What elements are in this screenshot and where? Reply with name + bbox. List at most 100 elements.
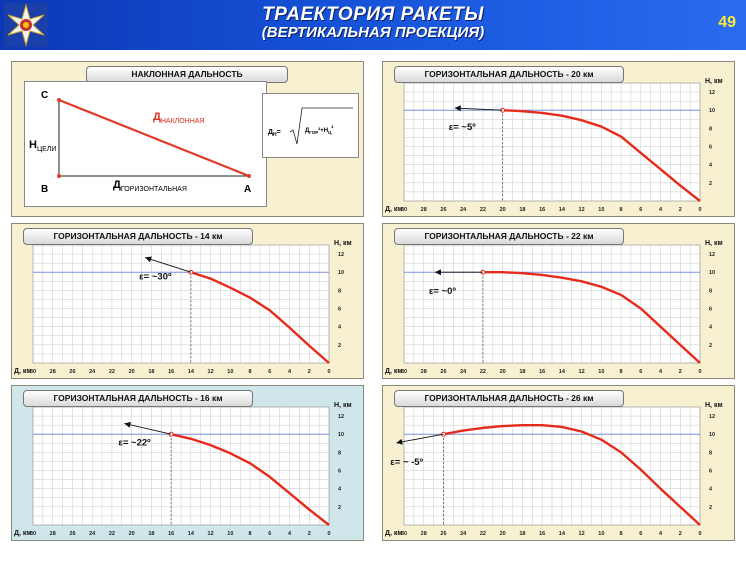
x-tick-label: 2 xyxy=(308,369,311,375)
x-tick-label: 18 xyxy=(519,207,525,213)
x-tick-label: 12 xyxy=(579,531,585,537)
x-tick-label: 18 xyxy=(148,531,154,537)
y-tick-label: 8 xyxy=(338,288,341,294)
chart-panel-26km: ГОРИЗОНТАЛЬНАЯ ДАЛЬНОСТЬ - 26 км 30 28 26 2… xyxy=(382,385,735,541)
x-tick-label: 10 xyxy=(227,531,233,537)
x-tick-label: 10 xyxy=(598,369,604,375)
angle-label: ε= ~ -5º xyxy=(390,457,423,468)
height-label: НЦЕЛИ xyxy=(29,139,56,153)
x-tick-label: 12 xyxy=(579,207,585,213)
y-tick-label: 4 xyxy=(338,325,342,331)
x-tick-label: 0 xyxy=(698,531,701,537)
x-tick-label: 30 xyxy=(401,369,407,375)
x-tick-label: 0 xyxy=(698,207,701,213)
arrowhead-icon xyxy=(124,421,131,428)
x-tick-label: 14 xyxy=(559,531,566,537)
x-tick-label: 26 xyxy=(440,531,446,537)
x-tick-label: 24 xyxy=(89,531,96,537)
x-tick-label: 8 xyxy=(249,531,252,537)
triangle-diagram: С В А ДНАКЛОННАЯ НЦЕЛИ ДГОРИЗОНТАЛЬНАЯ xyxy=(29,90,251,195)
formula-lhs: ДН= xyxy=(268,129,281,138)
y-tick-label: 4 xyxy=(709,325,713,331)
x-axis-label: Д, км xyxy=(385,368,403,375)
trajectory-line xyxy=(502,109,701,202)
point-b xyxy=(57,174,61,178)
y-tick-label: 12 xyxy=(338,414,344,420)
chart-panel-22km: ГОРИЗОНТАЛЬНАЯ ДАЛЬНОСТЬ - 22 км 30 28 26 2… xyxy=(382,223,735,379)
y-tick-label: 10 xyxy=(709,108,715,114)
y-tick-label: 12 xyxy=(709,414,715,420)
x-tick-label: 2 xyxy=(679,369,682,375)
x-axis-label: Д, км xyxy=(14,368,32,375)
arrowhead-icon xyxy=(434,269,441,276)
x-tick-label: 18 xyxy=(519,369,525,375)
x-tick-label: 4 xyxy=(659,369,663,375)
x-tick-label: 16 xyxy=(168,369,174,375)
x-tick-label: 26 xyxy=(440,369,446,375)
x-tick-label: 22 xyxy=(109,369,115,375)
x-tick-label: 30 xyxy=(30,369,36,375)
x-axis-label: Д, км xyxy=(14,530,32,537)
y-tick-label: 4 xyxy=(709,487,713,493)
x-tick-label: 14 xyxy=(559,207,566,213)
label-c: С xyxy=(41,90,48,101)
label-a: А xyxy=(244,184,251,195)
y-tick-label: 2 xyxy=(338,343,341,349)
x-tick-label: 26 xyxy=(69,531,75,537)
x-tick-label: 8 xyxy=(620,207,623,213)
x-tick-label: 14 xyxy=(559,369,566,375)
y-axis-label: Н, км xyxy=(334,402,352,409)
x-tick-label: 2 xyxy=(679,207,682,213)
y-tick-label: 2 xyxy=(338,505,341,511)
x-tick-label: 16 xyxy=(539,531,545,537)
x-tick-label: 24 xyxy=(89,369,96,375)
angle-label: ε= ~5º xyxy=(449,122,477,133)
y-tick-label: 12 xyxy=(709,252,715,258)
arrowhead-icon xyxy=(454,105,461,112)
y-tick-label: 6 xyxy=(709,145,712,151)
panel-title: ГОРИЗОНТАЛЬНАЯ ДАЛЬНОСТЬ - 16 км xyxy=(23,390,253,407)
x-tick-label: 14 xyxy=(188,531,195,537)
star-emblem-icon xyxy=(7,3,45,47)
y-axis-label: Н, км xyxy=(705,402,723,409)
trajectory-line xyxy=(482,271,701,364)
y-tick-label: 6 xyxy=(338,469,341,475)
x-tick-label: 0 xyxy=(698,369,701,375)
x-tick-label: 12 xyxy=(579,369,585,375)
x-tick-label: 24 xyxy=(460,207,467,213)
page-subtitle: (ВЕРТИКАЛЬНАЯ ПРОЕКЦИЯ) xyxy=(261,24,485,41)
x-tick-label: 22 xyxy=(480,207,486,213)
slant-label: ДНАКЛОННАЯ xyxy=(153,111,205,125)
x-tick-label: 4 xyxy=(659,207,663,213)
x-tick-label: 22 xyxy=(109,531,115,537)
x-tick-label: 20 xyxy=(129,531,135,537)
y-tick-label: 2 xyxy=(709,343,712,349)
x-tick-label: 6 xyxy=(639,369,642,375)
page-number: 49 xyxy=(718,14,736,31)
horizontal-label: ДГОРИЗОНТАЛЬНАЯ xyxy=(113,179,187,193)
point-a xyxy=(247,174,251,178)
x-tick-label: 14 xyxy=(188,369,195,375)
y-tick-label: 8 xyxy=(709,450,712,456)
trajectory-line xyxy=(190,271,330,364)
x-tick-label: 24 xyxy=(460,369,467,375)
x-tick-label: 4 xyxy=(288,369,292,375)
point-c xyxy=(57,98,61,102)
x-axis-label: Д, км xyxy=(385,530,403,537)
x-tick-label: 6 xyxy=(639,531,642,537)
y-tick-label: 4 xyxy=(709,163,713,169)
emblem-logo xyxy=(4,3,48,47)
angle-label: ε= ~30º xyxy=(139,272,172,283)
formula-box: ДН= ДГОР²+НЦ² xyxy=(262,93,359,158)
page-title: ТРАЕКТОРИЯ РАКЕТЫ xyxy=(262,4,484,25)
x-tick-label: 8 xyxy=(620,531,623,537)
angle-label: ε= ~0º xyxy=(429,286,457,297)
heading-arrow-line xyxy=(124,423,172,435)
x-tick-label: 28 xyxy=(421,369,427,375)
formula-rhs: ДГОР²+НЦ² xyxy=(305,125,333,135)
y-tick-label: 2 xyxy=(709,181,712,187)
y-tick-label: 12 xyxy=(709,90,715,96)
